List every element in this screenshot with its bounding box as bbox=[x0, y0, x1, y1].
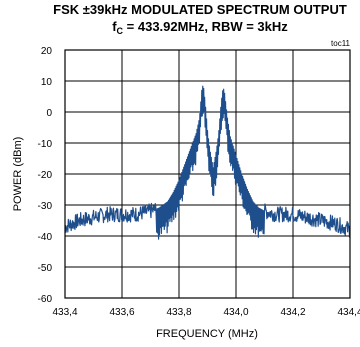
chart-subtitle: fC = 433.92MHz, RBW = 3kHz bbox=[112, 19, 288, 36]
y-tick-label: 0 bbox=[46, 108, 52, 119]
spectrum-trace bbox=[64, 85, 351, 240]
x-axis-label: FREQUENCY (MHz) bbox=[156, 328, 258, 340]
y-tick-labels: 20 10 0 -10 -20 -30 -40 -50 -60 bbox=[38, 46, 53, 305]
plot-frame bbox=[64, 49, 351, 299]
x-tick-label: 433,6 bbox=[109, 307, 134, 318]
chart-title: FSK ±39kHz MODULATED SPECTRUM OUTPUT bbox=[53, 2, 347, 17]
y-tick-label: -10 bbox=[38, 139, 53, 150]
y-axis-label: POWER (dBm) bbox=[12, 137, 24, 212]
y-tick-label: -30 bbox=[38, 201, 53, 212]
y-tick-label: -40 bbox=[38, 232, 53, 243]
y-tick-label: -60 bbox=[38, 294, 53, 305]
x-tick-labels: 433,4 433,6 433,8 434,0 434,2 434,4 bbox=[52, 307, 360, 318]
x-tick-label: 433,8 bbox=[166, 307, 191, 318]
spectrum-traces bbox=[64, 85, 351, 240]
x-tick-label: 434,2 bbox=[280, 307, 305, 318]
figure-label: toc11 bbox=[331, 39, 351, 48]
y-tick-label: -20 bbox=[38, 170, 53, 181]
x-tick-label: 434,4 bbox=[337, 307, 360, 318]
grid bbox=[65, 50, 350, 298]
y-tick-label: 20 bbox=[41, 46, 53, 57]
x-tick-label: 434,0 bbox=[223, 307, 248, 318]
y-tick-label: -50 bbox=[38, 263, 53, 274]
y-tick-label: 10 bbox=[41, 77, 53, 88]
x-tick-label: 433,4 bbox=[52, 307, 77, 318]
